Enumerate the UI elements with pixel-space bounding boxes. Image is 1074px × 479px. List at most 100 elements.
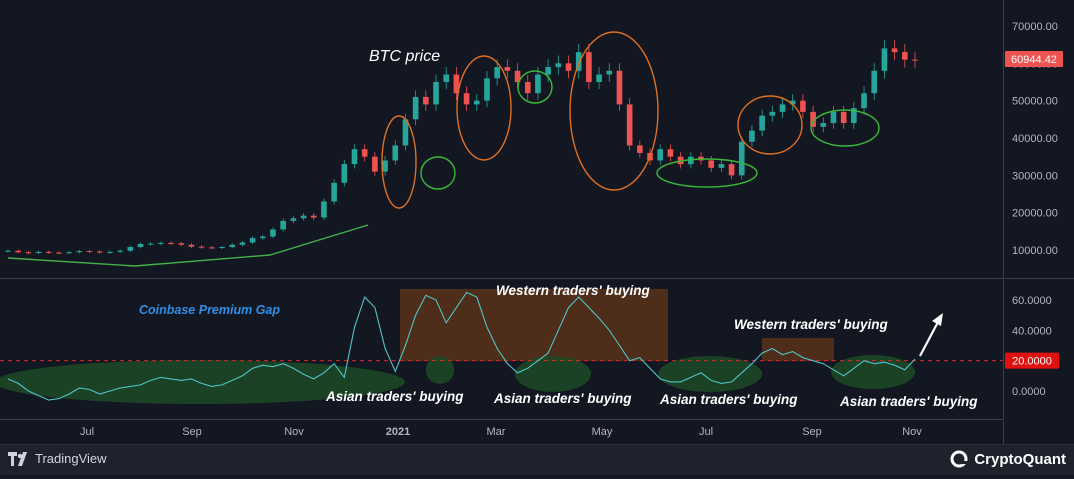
candle-body-13: [137, 244, 144, 248]
candle-body-65: [667, 149, 674, 157]
asian-buying-label-3: Asian traders' buying: [659, 392, 798, 407]
candle-body-15: [158, 242, 164, 244]
btc-candles: [5, 40, 918, 255]
asian-buying-blob-4: [658, 356, 762, 392]
price-tick-6: 10000.00: [1012, 245, 1058, 257]
price-tick-4: 30000.00: [1012, 170, 1058, 182]
premium-tick-1: 40.0000: [1012, 325, 1052, 337]
candle-body-37: [382, 160, 388, 172]
candle-body-85: [871, 70, 878, 94]
premium-gap-title: Coinbase Premium Gap: [139, 303, 280, 317]
candle-body-69: [708, 160, 714, 168]
candle-body-45: [463, 93, 470, 105]
orange-ellipse-2: [456, 55, 512, 161]
western-buying-box-1: [400, 289, 668, 361]
green-ellipse-4: [810, 109, 880, 147]
candle-body-82: [840, 111, 847, 124]
price-tick-0: 70000.00: [1012, 21, 1058, 33]
candle-body-86: [881, 48, 888, 71]
premium-axis-ticks: 60.0000 40.0000 0.0000: [1012, 295, 1052, 398]
candle-body-0: [5, 250, 11, 252]
last-price-badge: 60944.42: [1005, 51, 1063, 67]
candle-body-11: [117, 250, 123, 252]
candle-body-28: [290, 218, 297, 221]
candle-body-87: [891, 48, 898, 53]
cryptoquant-logo[interactable]: CryptoQuant: [950, 450, 1066, 468]
candle-body-40: [412, 96, 419, 120]
candle-body-2: [25, 252, 32, 254]
candle-body-14: [147, 243, 154, 245]
candle-body-33: [341, 164, 348, 183]
candle-body-8: [86, 251, 93, 253]
candle-body-4: [45, 251, 52, 253]
candle-body-39: [402, 119, 409, 146]
candle-body-17: [178, 243, 185, 245]
candle-body-48: [494, 67, 500, 79]
month-tick-7: Sep: [802, 426, 822, 438]
candle-body-42: [433, 82, 439, 105]
candle-body-27: [280, 220, 286, 230]
candle-body-34: [351, 149, 358, 165]
candle-body-41: [423, 96, 429, 105]
candle-body-78: [800, 100, 806, 112]
candle-body-52: [535, 74, 541, 94]
asian-buying-blob-3: [515, 356, 591, 392]
green-ellipse-2: [517, 70, 553, 104]
candle-body-72: [738, 141, 745, 176]
last-price-label: 60944.42: [1011, 54, 1057, 66]
candle-body-21: [219, 247, 225, 249]
month-tick-0: Jul: [80, 426, 94, 438]
price-tick-5: 20000.00: [1012, 208, 1058, 220]
orange-ellipse-3: [569, 31, 659, 191]
candle-body-24: [249, 238, 256, 243]
candle-body-54: [555, 63, 562, 68]
candle-body-44: [453, 74, 460, 94]
candle-body-80: [820, 123, 827, 127]
asian-buying-blob-2: [426, 356, 454, 384]
price-tick-2: 50000.00: [1012, 96, 1058, 108]
tradingview-logo[interactable]: TradingView: [8, 451, 107, 466]
candle-body-20: [209, 247, 215, 249]
cryptoquant-icon: [950, 450, 968, 468]
candle-body-57: [586, 52, 592, 82]
candle-body-77: [789, 100, 796, 105]
candle-body-49: [504, 67, 511, 71]
asian-buying-label-1: Asian traders' buying: [325, 389, 464, 404]
candle-body-53: [545, 67, 551, 75]
threshold-label: 20.0000: [1012, 356, 1052, 368]
candle-body-3: [35, 251, 42, 253]
candle-body-36: [372, 156, 378, 172]
candle-body-83: [851, 108, 857, 124]
asian-buying-blob-5: [831, 355, 915, 389]
month-tick-8: Nov: [902, 426, 922, 438]
western-buying-label-1: Western traders' buying: [496, 283, 651, 298]
candle-body-35: [361, 149, 368, 157]
tradingview-icon: [8, 451, 30, 466]
price-ellipses: [381, 31, 880, 209]
candle-body-19: [198, 246, 205, 248]
price-tick-3: 40000.00: [1012, 133, 1058, 145]
candle-body-46: [473, 100, 480, 105]
candle-body-74: [759, 115, 765, 131]
candle-body-55: [565, 63, 572, 71]
candle-body-23: [239, 242, 246, 245]
candle-body-89: [912, 59, 918, 61]
candle-body-38: [392, 145, 399, 161]
month-tick-6: Jul: [699, 426, 713, 438]
month-tick-2: Nov: [284, 426, 304, 438]
candle-body-6: [66, 252, 72, 254]
candle-body-30: [310, 215, 317, 218]
premium-gap-line: [7, 291, 916, 401]
candle-body-31: [321, 201, 327, 218]
candle-body-1: [15, 250, 21, 253]
asian-buying-label-2: Asian traders' buying: [493, 391, 632, 406]
candle-body-73: [749, 130, 755, 142]
candle-body-5: [56, 252, 62, 254]
premium-tick-0: 60.0000: [1012, 295, 1052, 307]
support-trend-line: [7, 224, 369, 267]
candle-body-16: [168, 242, 174, 244]
month-tick-3: 2021: [386, 426, 410, 438]
western-buying-box-2: [762, 338, 834, 361]
